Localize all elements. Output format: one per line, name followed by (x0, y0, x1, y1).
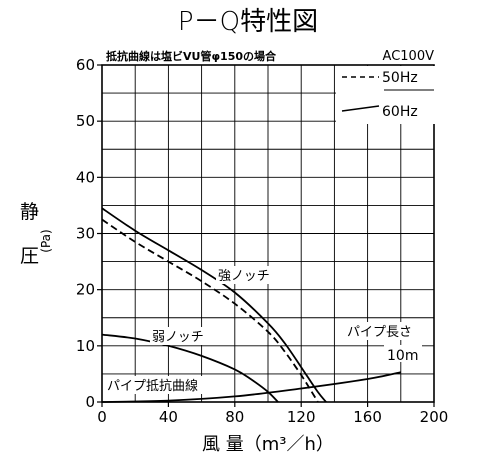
chart-title: P－Q特性図 (178, 7, 318, 37)
curve-labels: 強ノッチ 弱ノッチ パイプ抵抗曲線 パイプ長さ 10m (106, 266, 433, 394)
y-tick-label: 40 (76, 168, 95, 186)
y-axis-label-char-1: 静 (20, 201, 39, 223)
pipe-length-value-bg (384, 345, 422, 362)
legend: 50Hz 60Hz (336, 66, 436, 124)
y-tick-label: 0 (85, 393, 95, 411)
y-tick-label: 30 (76, 225, 95, 243)
pipe-curve-label-bg (106, 376, 212, 394)
pipe-length-label-bg (345, 322, 433, 340)
pipe-length-label: パイプ長さ (347, 325, 412, 340)
weak-notch-label: 弱ノッチ (152, 330, 204, 345)
x-axis-title: 風 量（m³／h） (202, 434, 334, 455)
weak-notch-label-bg (150, 327, 212, 345)
pipe-curve-label: パイプ抵抗曲線 (107, 378, 198, 394)
y-axis-title: 静 圧 (Pa) (20, 201, 53, 267)
y-tick-label: 10 (76, 337, 95, 355)
y-axis-unit: (Pa) (39, 229, 53, 252)
legend-60hz-label: 60Hz (382, 104, 418, 120)
x-tick-label: 160 (353, 408, 382, 426)
strong-notch-50hz-curve (101, 218, 319, 403)
resistance-note: 抵抗曲線は塩ビVU管φ150の場合 (106, 49, 277, 63)
y-tick-label: 50 (76, 112, 95, 130)
legend-background (336, 66, 436, 124)
strong-notch-60hz-curve (101, 207, 327, 403)
y-tick-label: 60 (76, 56, 95, 74)
pipe-length-value: 10m (387, 348, 418, 364)
strong-notch-label: 強ノッチ (218, 269, 270, 284)
axes (97, 64, 435, 407)
grid (102, 65, 434, 402)
strong-notch-label-bg (216, 266, 278, 284)
x-tick-label: 40 (159, 408, 178, 426)
y-tick-label: 20 (76, 281, 95, 299)
tick-labels: 0 40 80 120 160 200 0 10 20 30 40 50 60 (76, 56, 448, 426)
weak-notch-curve (101, 333, 279, 403)
pipe-resistance-curve (101, 371, 401, 403)
series-layer (101, 207, 401, 403)
power-label: AC100V (383, 49, 435, 64)
x-tick-label: 0 (97, 408, 107, 426)
x-tick-label: 120 (287, 408, 316, 426)
y-axis-label-char-2: 圧 (20, 245, 39, 267)
legend-50hz-label: 50Hz (382, 70, 418, 86)
x-tick-label: 80 (225, 408, 244, 426)
legend-60hz-line (341, 105, 380, 112)
x-tick-label: 200 (420, 408, 449, 426)
